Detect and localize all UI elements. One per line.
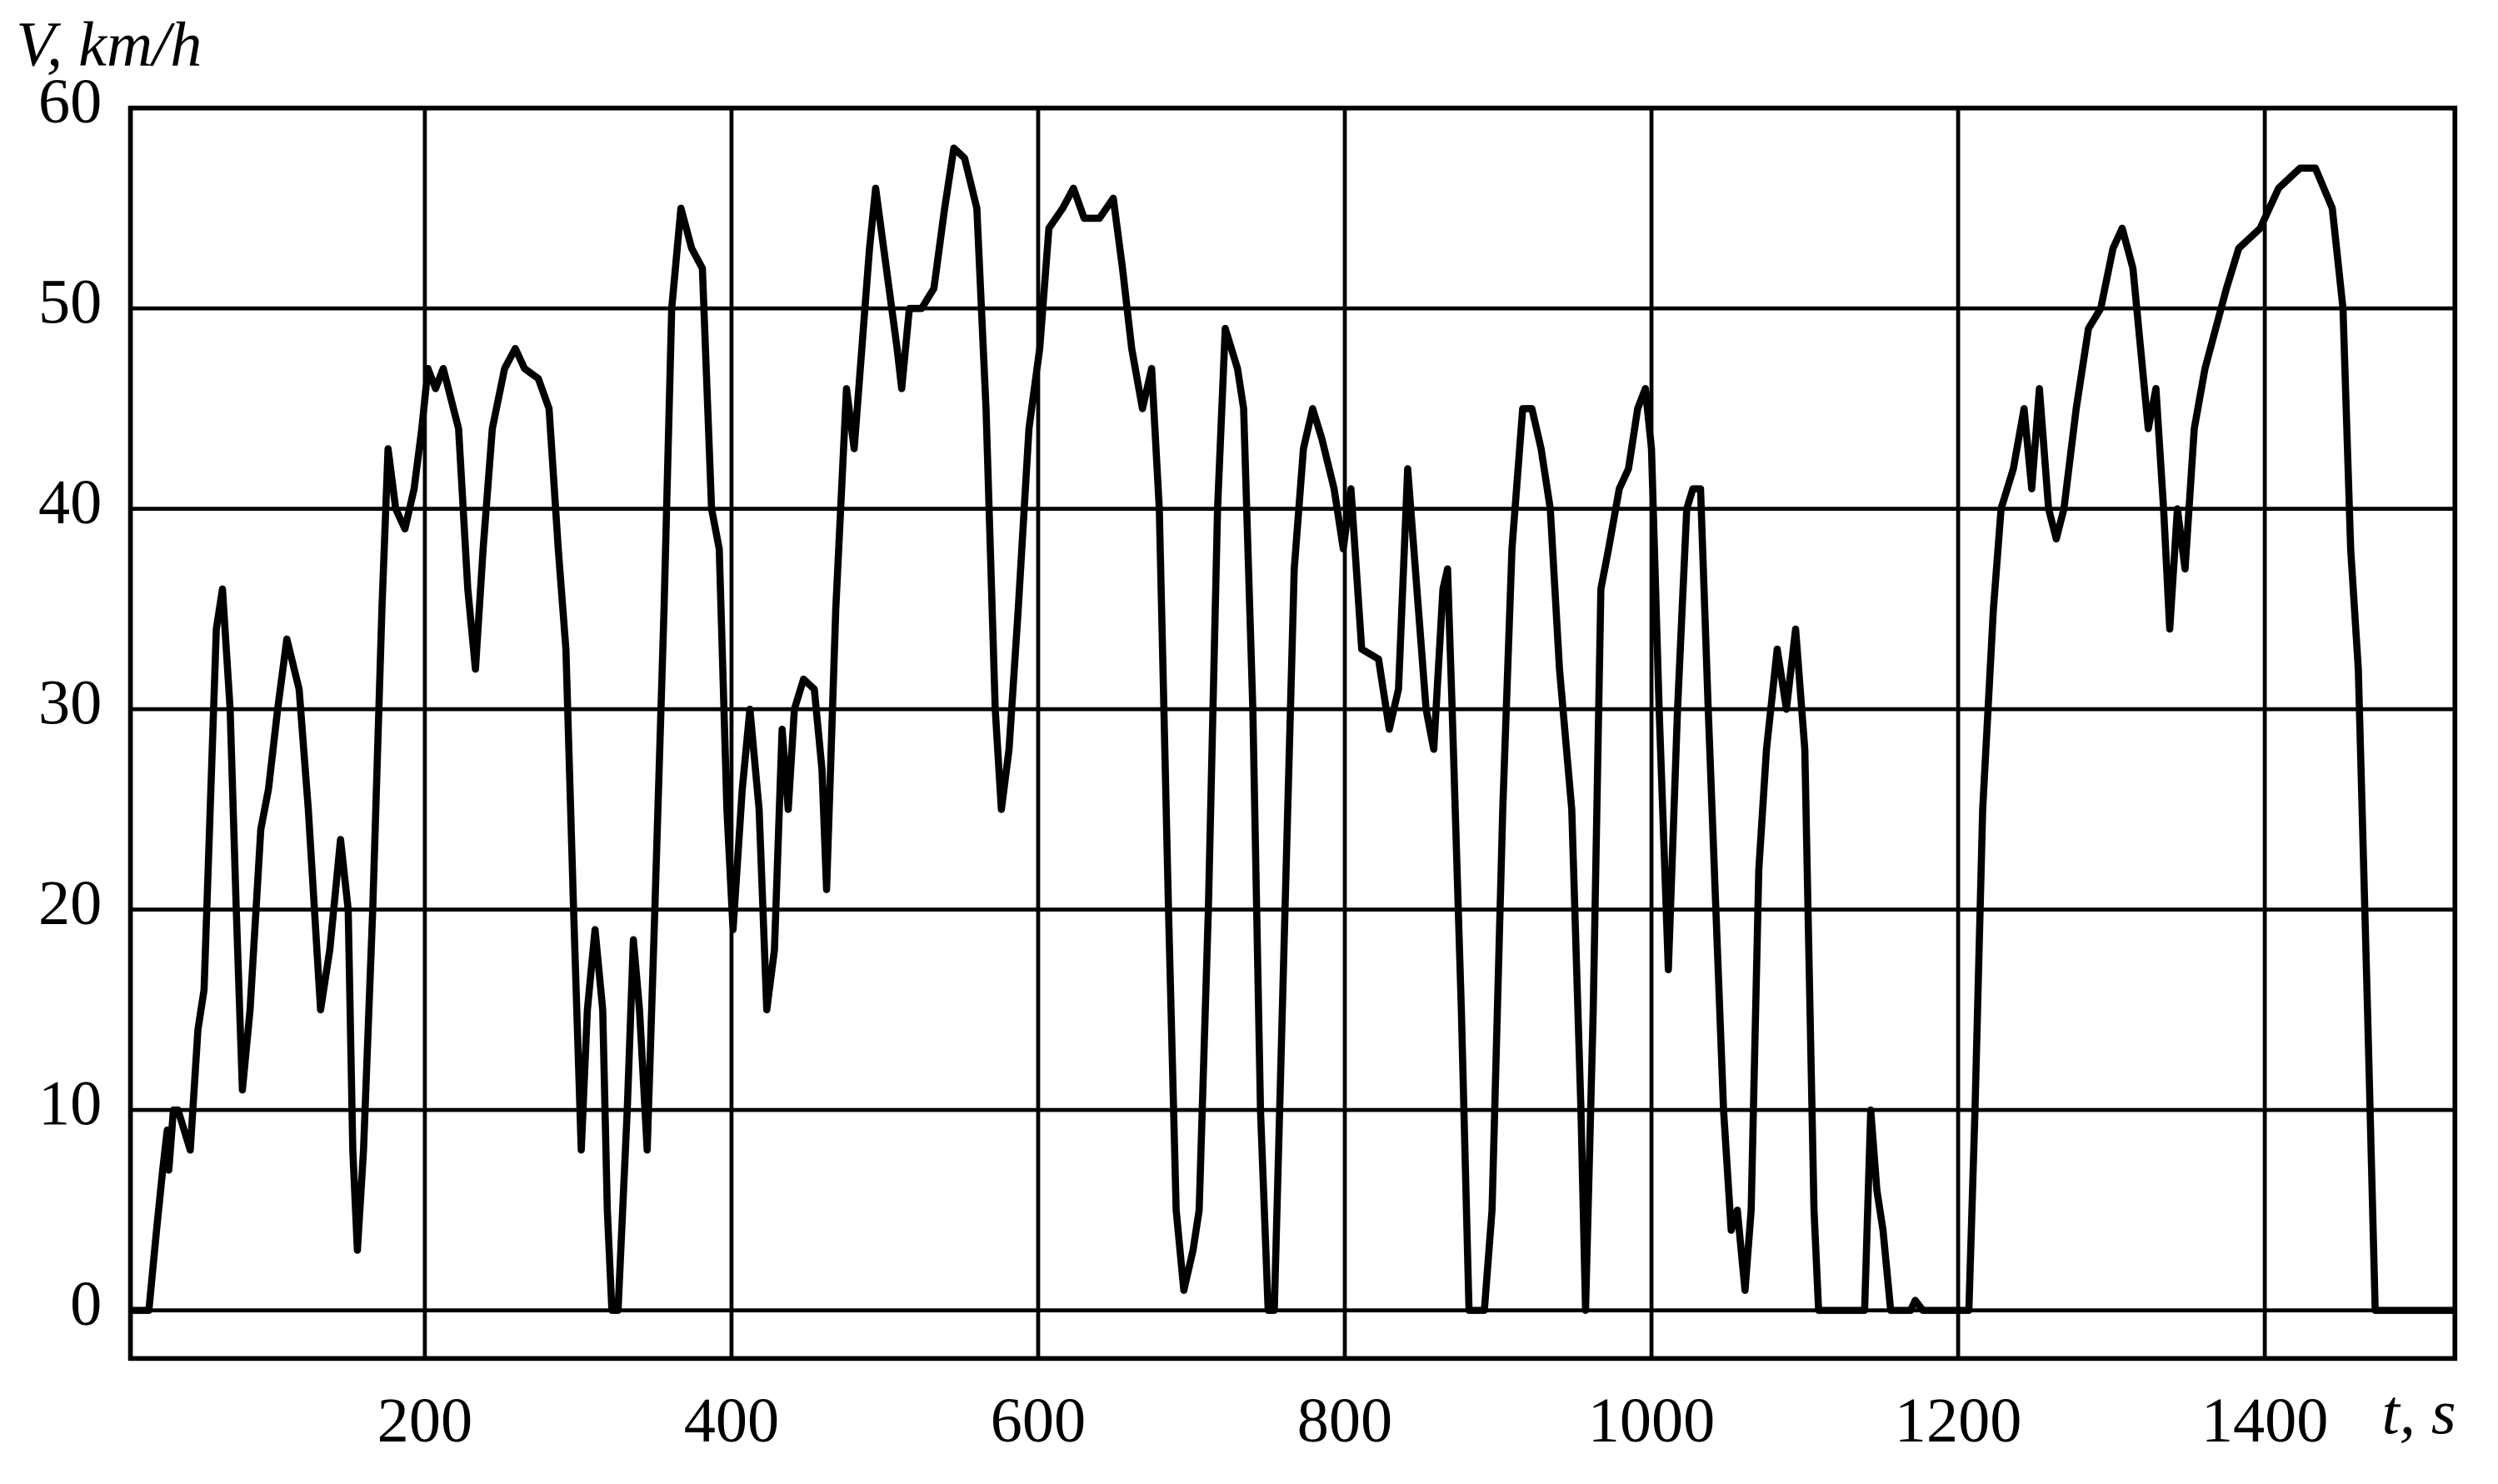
- y-tick-label: 50: [38, 267, 102, 337]
- y-axis-label: V, km/h: [16, 10, 202, 80]
- y-tick-label: 40: [38, 467, 102, 537]
- background: [3, 0, 2495, 1484]
- plot-frame: [127, 105, 2458, 1362]
- x-tick-label: 800: [1297, 1386, 1392, 1456]
- x-tick-label: 1200: [1895, 1386, 2022, 1456]
- x-tick-label: 400: [684, 1386, 779, 1456]
- y-tick-label: 30: [38, 668, 102, 738]
- x-tick-label: 1400: [2201, 1386, 2329, 1456]
- x-tick-label: 1000: [1588, 1386, 1716, 1456]
- x-tick-label: 600: [991, 1386, 1086, 1456]
- y-tick-label: 0: [70, 1269, 102, 1339]
- y-tick-label: 60: [38, 67, 102, 137]
- y-tick-label: 20: [38, 868, 102, 938]
- y-tick-label: 10: [38, 1069, 102, 1139]
- x-tick-label: 200: [377, 1386, 472, 1456]
- x-axis-label: t, s: [2382, 1377, 2456, 1447]
- data-line: [130, 144, 2456, 1314]
